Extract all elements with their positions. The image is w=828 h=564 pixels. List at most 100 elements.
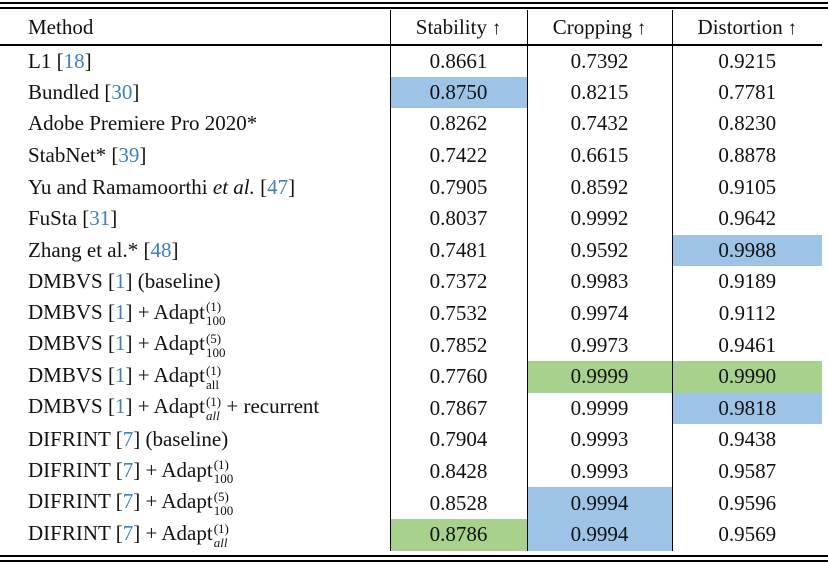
cell-distortion: 0.9990 [671, 360, 822, 393]
cell-distortion: 0.9215 [671, 45, 822, 77]
cell-method: Yu and Ramamoorthi et al. [47] [28, 174, 296, 199]
cell-stability: 0.8037 [389, 202, 527, 235]
citation-link[interactable]: 30 [111, 79, 133, 104]
method-name-italic: et al. [212, 174, 255, 199]
subscript: 100 [205, 344, 226, 360]
table-row: DMBVS [1] + Adapt (1) all 0.7760 0.9999 0.999… [0, 360, 822, 393]
cell-stability: 0.7867 [389, 392, 527, 425]
cell-method: DMBVS [1] + Adapt (1) all [28, 362, 222, 392]
cell-method: DMBVS [1] + Adapt (1) 100 [28, 299, 226, 329]
cell-distortion: 0.9818 [671, 392, 822, 425]
cell-stability: 0.7372 [389, 266, 527, 298]
table-row: DIFRINT [7] + Adapt (1) all 0.8786 0.9994 0.9… [0, 518, 822, 551]
adapt-superscript-subscript: (5) 100 [214, 490, 234, 517]
table-row: DIFRINT [7] (baseline) 0.7904 0.9993 0.9438 [0, 424, 822, 456]
cell-distortion: 0.9596 [671, 487, 822, 519]
cell-method: DIFRINT [7] + Adapt (1) 100 [28, 457, 234, 487]
subscript: 100 [213, 502, 234, 518]
cell-stability: 0.8661 [389, 45, 527, 77]
cell-distortion: 0.9642 [671, 202, 822, 235]
cell-cropping: 0.9994 [526, 487, 672, 519]
results-table: Method Stability ↑ Cropping ↑ Distortion ↑ … [0, 10, 822, 551]
citation-link[interactable]: 7 [122, 427, 134, 452]
cell-cropping: 0.9992 [526, 202, 672, 235]
citation-link[interactable]: 1 [114, 394, 126, 419]
column-header-distortion: Distortion ↑ [671, 10, 822, 45]
cell-stability: 0.8750 [389, 76, 527, 109]
cell-cropping: 0.9592 [526, 234, 672, 267]
subscript: 100 [205, 313, 226, 329]
citation-link[interactable]: 1 [114, 299, 126, 324]
cell-method: DMBVS [1] + Adapt (5) 100 [28, 330, 226, 360]
cell-stability: 0.7760 [389, 360, 527, 393]
cell-cropping: 0.8215 [526, 76, 672, 109]
adapt-superscript-subscript: (1) all [206, 395, 221, 422]
superscript: (1) [205, 362, 222, 378]
cell-cropping: 0.9973 [526, 329, 672, 361]
cell-cropping: 0.9974 [526, 297, 672, 330]
header-row: Method Stability ↑ Cropping ↑ Distortion ↑ [0, 10, 822, 45]
table-row: DIFRINT [7] + Adapt (1) 100 0.8428 0.9993 0.9… [0, 455, 822, 488]
citation-link[interactable]: 47 [267, 174, 289, 199]
citation-link[interactable]: 7 [122, 489, 134, 514]
table-row: Adobe Premiere Pro 2020* 0.8262 0.7432 0.82… [0, 108, 822, 140]
bottom-double-rule [0, 555, 828, 562]
cell-method: Bundled [30] [28, 79, 140, 104]
up-arrow-icon: ↑ [782, 17, 797, 39]
adapt-superscript-subscript: (5) 100 [206, 332, 226, 359]
cell-stability: 0.7422 [389, 139, 527, 172]
cell-stability: 0.7852 [389, 329, 527, 361]
up-arrow-icon: ↑ [486, 17, 502, 39]
citation-link[interactable]: 18 [63, 48, 85, 73]
cell-cropping: 0.6615 [526, 139, 672, 172]
cell-cropping: 0.9999 [526, 360, 672, 393]
subscript: all [205, 376, 219, 392]
column-header-cropping: Cropping ↑ [526, 10, 672, 45]
superscript: (5) [205, 330, 222, 346]
cell-method: Adobe Premiere Pro 2020* [28, 111, 258, 136]
citation-link[interactable]: 7 [122, 520, 134, 545]
citation-link[interactable]: 1 [114, 331, 126, 356]
superscript: (1) [213, 520, 229, 536]
citation-link[interactable]: 31 [89, 206, 111, 231]
subscript: 100 [213, 471, 234, 487]
cell-cropping: 0.9983 [526, 266, 672, 298]
cell-distortion: 0.9988 [671, 234, 822, 267]
cell-distortion: 0.9587 [671, 455, 822, 488]
adapt-superscript-subscript: (1) all [214, 522, 229, 549]
cell-distortion: 0.9112 [671, 297, 822, 330]
citation-link[interactable]: 48 [150, 237, 172, 262]
cell-distortion: 0.9569 [671, 518, 822, 551]
cell-stability: 0.8428 [389, 455, 527, 488]
citation-link[interactable]: 39 [118, 143, 140, 168]
cell-stability: 0.8786 [389, 518, 527, 551]
cell-cropping: 0.9999 [526, 392, 672, 425]
cell-stability: 0.7905 [389, 171, 527, 203]
adapt-superscript-subscript: (1) 100 [214, 458, 234, 485]
cell-cropping: 0.9993 [526, 424, 672, 456]
subscript: all [205, 408, 220, 424]
table-row: DMBVS [1] + Adapt (1) 100 0.7532 0.9974 0.911… [0, 297, 822, 330]
cell-method: DIFRINT [7] + Adapt (1) all [28, 520, 229, 550]
cell-method: StabNet* [39] [28, 143, 147, 168]
table-row: L1 [18] 0.8661 0.7392 0.9215 [0, 45, 822, 77]
column-label: Cropping [552, 14, 633, 39]
top-double-rule [0, 2, 828, 9]
column-label: Stability [415, 14, 487, 39]
adapt-superscript-subscript: (1) all [206, 364, 221, 391]
cell-cropping: 0.8592 [526, 171, 672, 203]
table-body: L1 [18] 0.8661 0.7392 0.9215 Bundled [30] 0.8… [0, 45, 822, 551]
table-row: FuSta [31] 0.8037 0.9992 0.9642 [0, 202, 822, 235]
table-row: Yu and Ramamoorthi et al. [47] 0.7905 0.85… [0, 171, 822, 203]
cell-distortion: 0.9461 [671, 329, 822, 361]
cell-cropping: 0.7432 [526, 108, 672, 140]
citation-link[interactable]: 7 [122, 457, 134, 482]
cell-stability: 0.8528 [389, 487, 527, 519]
table-row: Bundled [30] 0.8750 0.8215 0.7781 [0, 76, 822, 109]
citation-link[interactable]: 1 [114, 362, 126, 387]
citation-link[interactable]: 1 [114, 269, 126, 294]
column-header-stability: Stability ↑ [389, 10, 527, 45]
table-row: DMBVS [1] (baseline) 0.7372 0.9983 0.9189 [0, 266, 822, 298]
cell-cropping: 0.9993 [526, 455, 672, 488]
table-row: DMBVS [1] + Adapt (1) all + recurrent 0.786… [0, 392, 822, 425]
